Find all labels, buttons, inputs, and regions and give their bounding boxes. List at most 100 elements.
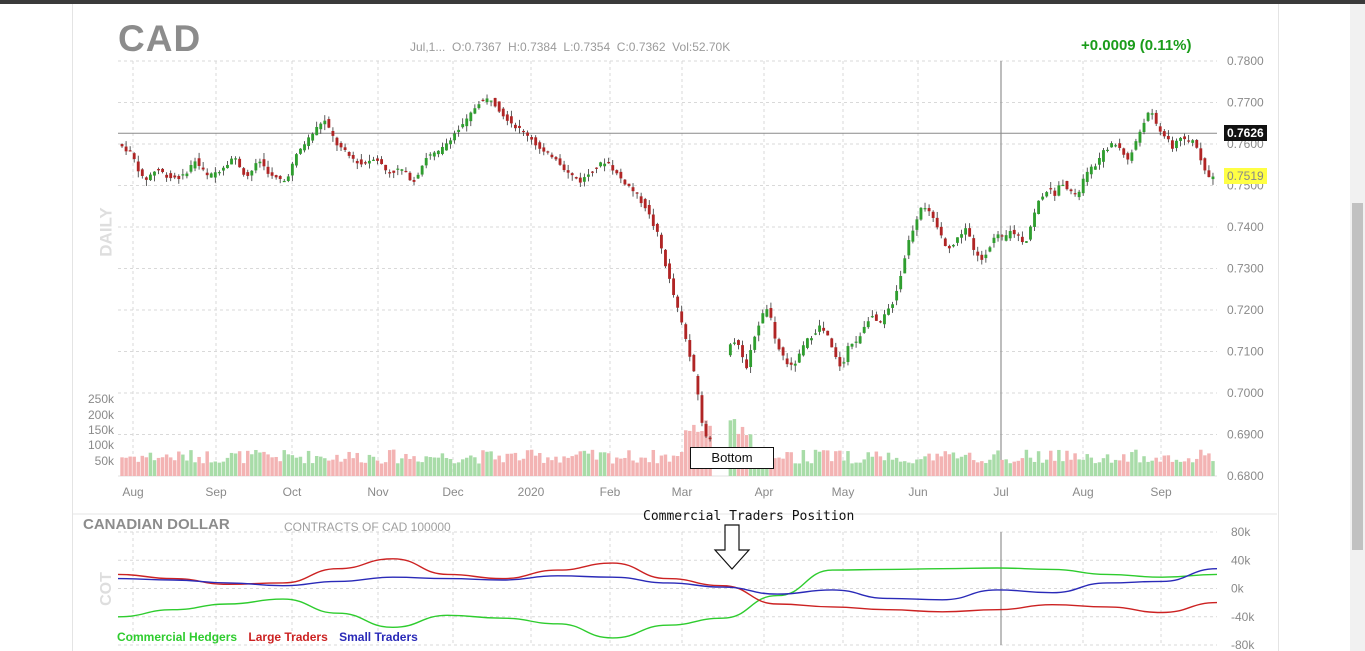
candle-body <box>988 247 992 252</box>
daily-side-label: DAILY <box>96 207 116 257</box>
volume-bar <box>465 457 469 476</box>
candle-body <box>189 165 193 172</box>
candle-body <box>205 172 209 176</box>
price-tick-label: 0.7000 <box>1227 386 1264 400</box>
volume-bar <box>643 457 647 476</box>
candle-body <box>1012 229 1016 235</box>
candle-body <box>1175 140 1178 149</box>
candle-body <box>883 314 886 325</box>
volume-bar <box>679 451 684 476</box>
candle-body <box>870 316 874 318</box>
candle-body <box>254 163 258 171</box>
volume-bar <box>825 450 830 476</box>
candle-body <box>481 99 485 102</box>
candle-body <box>412 179 416 182</box>
candle-body <box>797 353 801 363</box>
volume-bar <box>164 454 169 476</box>
volume-bar <box>1158 461 1162 476</box>
volume-bar <box>809 463 814 476</box>
volume-bar <box>619 458 623 476</box>
price-tick-label: 0.6900 <box>1227 428 1264 442</box>
volume-bar <box>481 450 485 476</box>
volume-bar <box>497 455 501 476</box>
price-tick-label: 0.7200 <box>1227 303 1264 317</box>
volume-bar <box>1049 450 1053 476</box>
volume-bar <box>1162 455 1167 476</box>
price-tick-label: 0.7400 <box>1227 220 1264 234</box>
candle-body <box>558 158 562 165</box>
volume-bar <box>1004 459 1008 476</box>
candle-body <box>278 176 282 179</box>
candle-body <box>1102 150 1105 162</box>
candle-body <box>388 172 392 174</box>
candle-body <box>1195 139 1199 148</box>
candle-body <box>947 245 951 249</box>
volume-bar <box>521 458 526 476</box>
volume-bar <box>286 454 291 476</box>
volume-bar <box>1044 459 1049 476</box>
candle-body <box>704 424 708 437</box>
volume-bar <box>870 456 875 476</box>
candle-body <box>728 344 732 356</box>
candle-body <box>473 108 477 114</box>
month-label: Dec <box>442 485 463 499</box>
volume-bar <box>939 456 943 476</box>
candle-body <box>1191 140 1195 143</box>
volume-bar <box>1113 459 1118 476</box>
candle-body <box>307 137 311 147</box>
candle-body <box>643 199 647 209</box>
candle-body <box>420 165 424 175</box>
candle-body <box>1126 153 1130 160</box>
candle-body <box>692 354 696 372</box>
candle-body <box>501 108 505 117</box>
volume-bar <box>1069 459 1073 476</box>
candle-body <box>266 166 270 174</box>
candle-body <box>513 124 517 129</box>
candle-body <box>363 162 367 164</box>
volume-bar <box>923 456 927 476</box>
candle-body <box>376 158 379 161</box>
volume-bar <box>237 451 242 476</box>
candle-body <box>359 159 363 165</box>
volume-bar <box>1089 457 1094 476</box>
scrollbar-thumb[interactable] <box>1352 203 1363 550</box>
candle-body <box>895 290 899 301</box>
volume-bar <box>1077 459 1081 476</box>
candle-body <box>1130 152 1134 161</box>
volume-bar <box>854 462 858 476</box>
candles <box>120 94 1215 442</box>
candle-body <box>1024 241 1028 243</box>
volume-bar <box>525 450 530 476</box>
candle-body <box>270 172 274 176</box>
candle-body <box>1179 137 1182 141</box>
volume-bar <box>1154 457 1158 476</box>
candle-body <box>1004 235 1008 241</box>
candle-body <box>201 167 205 170</box>
price-tick-label: 0.7800 <box>1227 54 1264 68</box>
candle-body <box>846 346 850 362</box>
bottom-annotation: Bottom <box>690 447 774 469</box>
volume-bar <box>838 450 842 476</box>
volume-bar <box>971 460 976 476</box>
volume-bar <box>984 463 988 476</box>
volume-bar <box>1182 461 1187 476</box>
candle-body <box>165 174 169 178</box>
volume-bar <box>1065 450 1069 476</box>
candle-body <box>449 140 452 145</box>
month-label: Jun <box>908 485 927 499</box>
candle-body <box>432 152 436 157</box>
candle-body <box>323 120 327 125</box>
cot-tick-label: 0k <box>1231 582 1245 596</box>
candle-body <box>550 154 554 158</box>
candle-body <box>1166 135 1170 140</box>
candle-body <box>635 192 639 194</box>
volume-bar <box>314 456 319 476</box>
volume-bar <box>1012 461 1016 476</box>
price-grid <box>118 60 1217 477</box>
volume-bar <box>152 460 157 476</box>
candle-body <box>169 173 173 179</box>
candle-body <box>408 172 412 181</box>
cot-series-commercial-hedgers <box>117 567 1218 639</box>
volume-bar <box>874 451 879 476</box>
candle-body <box>732 342 736 344</box>
